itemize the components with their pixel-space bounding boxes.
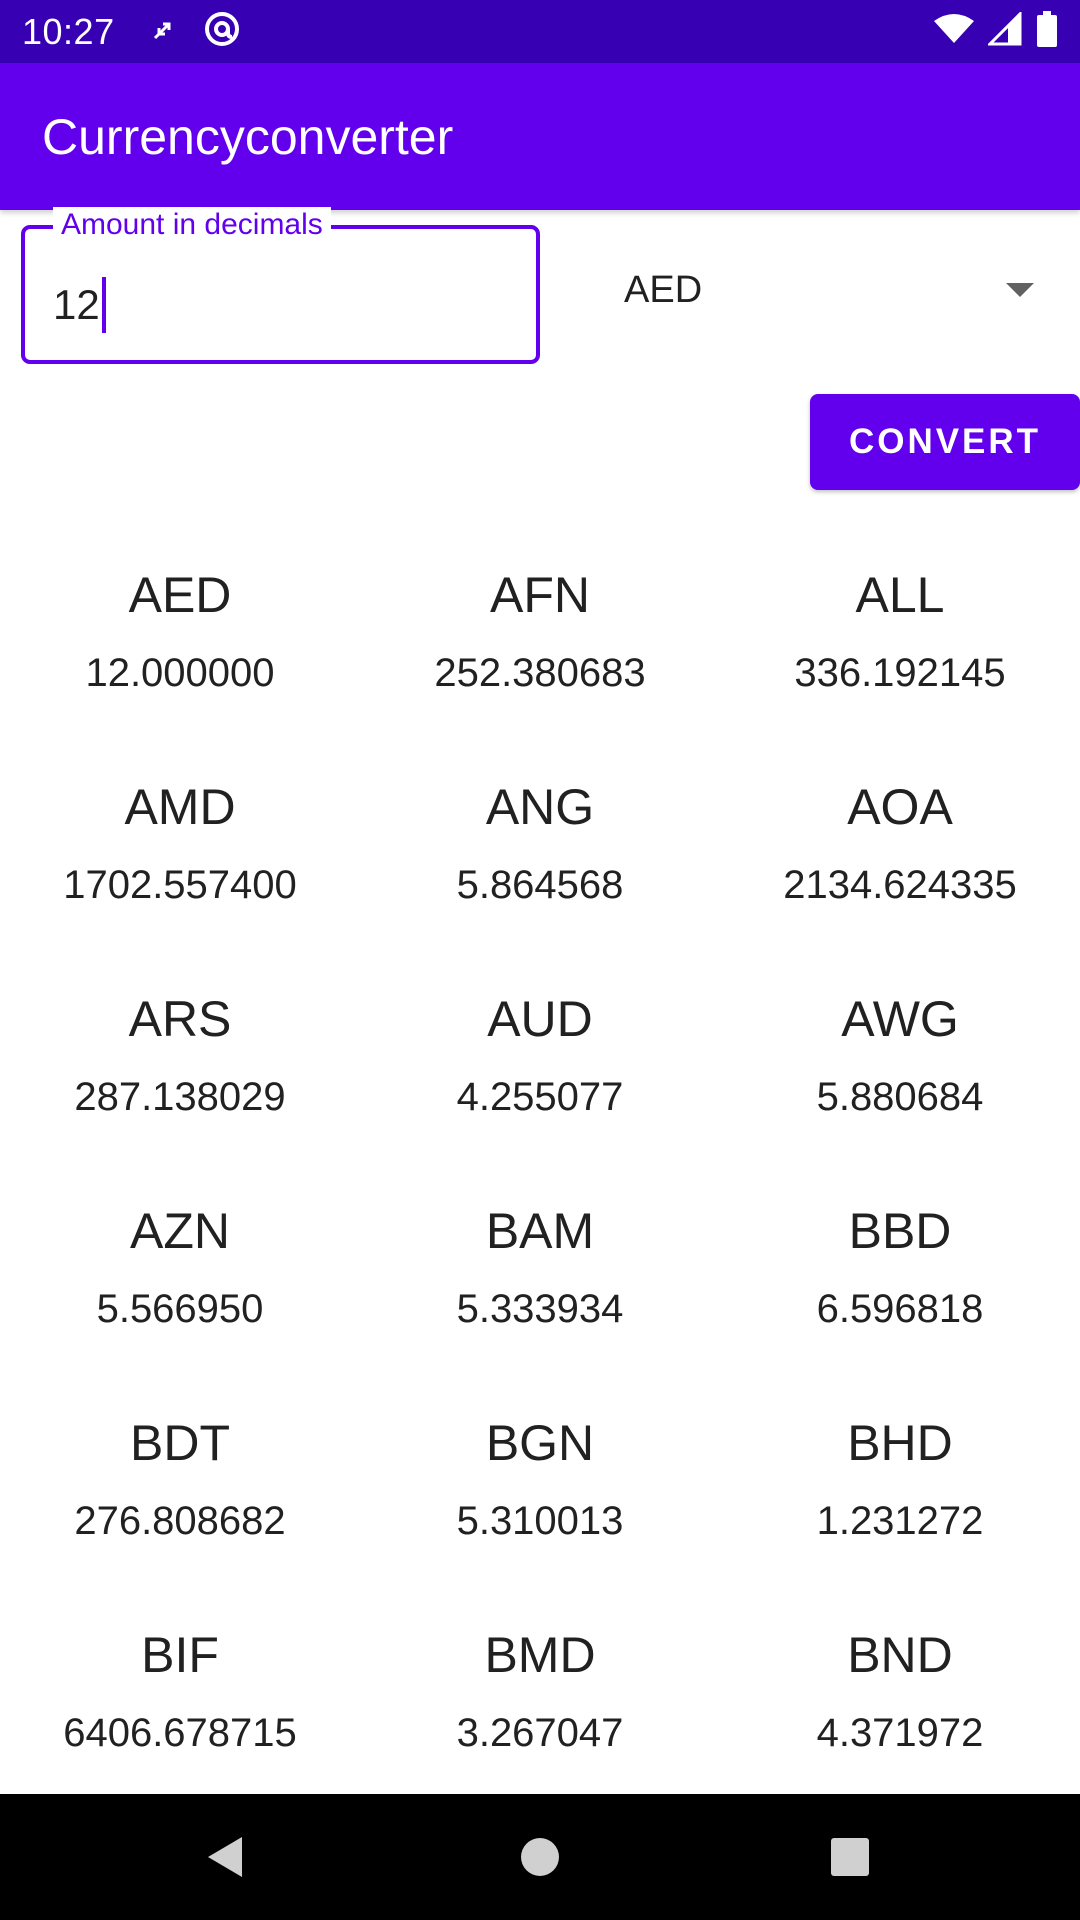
status-time: 10:27 — [22, 10, 115, 52]
result-cell-aud: AUD 4.255077 — [360, 979, 720, 1191]
converted-value: 4.255077 — [456, 1075, 624, 1119]
result-cell-bhd: BHD 1.231272 — [720, 1403, 1080, 1615]
dropdown-arrow-icon — [1006, 283, 1034, 297]
currency-code: BMD — [484, 1627, 596, 1683]
signal-icon — [986, 10, 1022, 51]
home-icon[interactable] — [516, 1833, 564, 1881]
converted-value: 336.192145 — [794, 651, 1006, 695]
app-title: Currencyconverter — [42, 108, 454, 165]
result-cell-bmd: BMD 3.267047 — [360, 1615, 720, 1827]
result-cell-all: ALL 336.192145 — [720, 555, 1080, 767]
currency-code: BDT — [130, 1415, 230, 1471]
converted-value: 1.231272 — [816, 1499, 984, 1543]
currency-code: AWG — [841, 991, 959, 1047]
result-cell-bif: BIF 6406.678715 — [0, 1615, 360, 1827]
at-sign-icon — [203, 10, 241, 53]
converted-value: 1702.557400 — [63, 863, 297, 907]
converted-value: 5.333934 — [456, 1287, 624, 1331]
converted-value: 276.808682 — [74, 1499, 286, 1543]
currency-code: BHD — [847, 1415, 953, 1471]
sync-arrows-icon — [149, 14, 179, 49]
result-cell-ars: ARS 287.138029 — [0, 979, 360, 1191]
converted-value: 3.267047 — [456, 1711, 624, 1755]
amount-input[interactable]: 12 — [53, 277, 106, 333]
currency-code: BIF — [141, 1627, 219, 1683]
converted-value: 252.380683 — [434, 651, 646, 695]
result-cell-amd: AMD 1702.557400 — [0, 767, 360, 979]
convert-button[interactable]: CONVERT — [810, 394, 1080, 490]
result-cell-aoa: AOA 2134.624335 — [720, 767, 1080, 979]
converted-value: 5.310013 — [456, 1499, 624, 1543]
currency-code: ALL — [855, 567, 945, 623]
navigation-bar — [0, 1794, 1080, 1920]
amount-input-value: 12 — [53, 281, 100, 328]
currency-code: AED — [128, 567, 232, 623]
text-cursor — [101, 277, 106, 333]
converted-value: 287.138029 — [74, 1075, 286, 1119]
amount-field[interactable]: Amount in decimals 12 — [21, 207, 540, 364]
currency-code: AUD — [487, 991, 593, 1047]
battery-icon — [1036, 11, 1058, 52]
converted-value: 12.000000 — [85, 651, 275, 695]
results-grid: AED 12.000000 AFN 252.380683 ALL 336.192145… — [0, 555, 1080, 1827]
back-icon[interactable] — [202, 1833, 250, 1881]
result-cell-bgn: BGN 5.310013 — [360, 1403, 720, 1615]
amount-field-label: Amount in decimals — [53, 207, 331, 243]
result-cell-bdt: BDT 276.808682 — [0, 1403, 360, 1615]
app-bar: Currencyconverter — [0, 63, 1080, 210]
result-cell-azn: AZN 5.566950 — [0, 1191, 360, 1403]
result-cell-bam: BAM 5.333934 — [360, 1191, 720, 1403]
converted-value: 5.864568 — [456, 863, 624, 907]
currency-code: BBD — [848, 1203, 952, 1259]
currency-select[interactable]: AED — [600, 252, 1050, 328]
currency-code: BND — [847, 1627, 953, 1683]
result-cell-bbd: BBD 6.596818 — [720, 1191, 1080, 1403]
converted-value: 6.596818 — [816, 1287, 984, 1331]
converted-value: 5.880684 — [816, 1075, 984, 1119]
currency-code: AMD — [124, 779, 236, 835]
currency-code: AOA — [847, 779, 953, 835]
currency-code: BAM — [485, 1203, 595, 1259]
converted-value: 4.371972 — [816, 1711, 984, 1755]
currency-code: BGN — [485, 1415, 595, 1471]
converted-value: 5.566950 — [96, 1287, 264, 1331]
result-cell-awg: AWG 5.880684 — [720, 979, 1080, 1191]
converted-value: 6406.678715 — [63, 1711, 297, 1755]
recents-icon[interactable] — [826, 1833, 874, 1881]
wifi-icon — [934, 13, 974, 50]
currency-code: AZN — [130, 1203, 230, 1259]
currency-select-value: AED — [624, 268, 703, 311]
currency-code: AFN — [490, 567, 590, 623]
status-bar: 10:27 — [0, 0, 1080, 63]
result-cell-ang: ANG 5.864568 — [360, 767, 720, 979]
currency-code: ANG — [485, 779, 595, 835]
result-cell-bnd: BND 4.371972 — [720, 1615, 1080, 1827]
converted-value: 2134.624335 — [783, 863, 1017, 907]
result-cell-aed: AED 12.000000 — [0, 555, 360, 767]
result-cell-afn: AFN 252.380683 — [360, 555, 720, 767]
currency-code: ARS — [128, 991, 232, 1047]
